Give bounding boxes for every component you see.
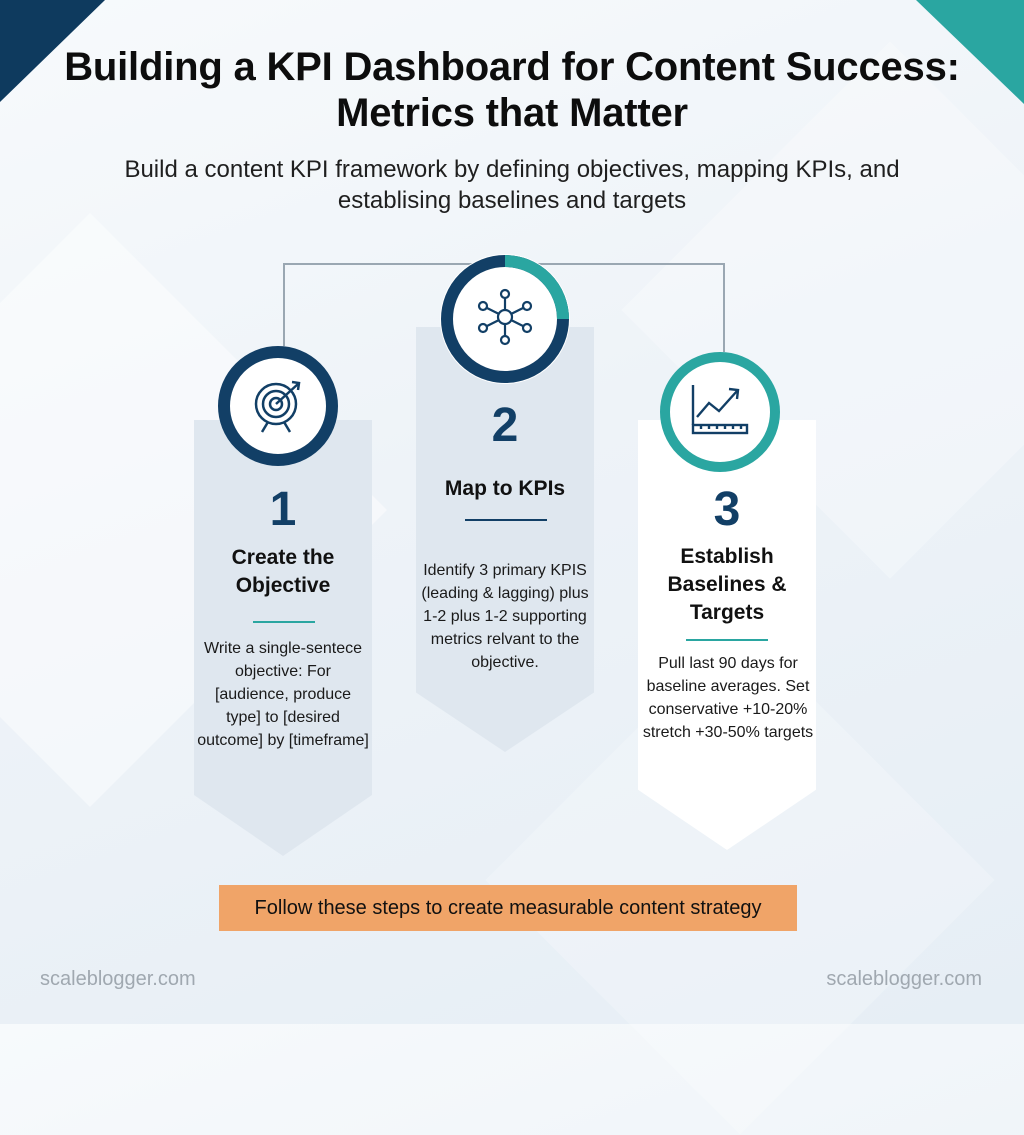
step-card-3 (638, 420, 816, 850)
step-1-badge (218, 346, 338, 466)
step-1-description: Write a single-sentece objective: For [a… (197, 640, 369, 749)
step-3-title: Establish Baselines & Targets (667, 545, 787, 624)
progress-ring (441, 255, 569, 383)
network-icon (475, 287, 535, 352)
step-1-title: Create the Objective (231, 546, 335, 597)
step-3-description: Pull last 90 days for baseline averages.… (642, 655, 814, 741)
footer-brand-right: scaleblogger.com (826, 968, 982, 990)
trend-chart-icon (689, 379, 751, 446)
step-3-divider (686, 639, 768, 641)
page-subtitle: Build a content KPI framework by definin… (124, 156, 900, 214)
step-2-divider (465, 519, 547, 521)
step-2-title: Map to KPIs (444, 477, 566, 500)
step-2-description: Identify 3 primary KPIS (leading & laggi… (421, 562, 589, 671)
step-1-number: 1 (269, 483, 297, 536)
step-card-1 (194, 420, 372, 856)
step-3-number: 3 (713, 483, 741, 536)
footer-brand-left: scaleblogger.com (40, 968, 196, 990)
page-title: Building a KPI Dashboard for Content Suc… (64, 45, 960, 135)
step-3-badge (660, 352, 780, 472)
corner-decoration-top-left (0, 0, 105, 102)
step-2-number: 2 (491, 399, 519, 452)
call-to-action-banner: Follow these steps to create measurable … (219, 885, 797, 931)
target-icon (246, 372, 310, 441)
step-2-badge (440, 254, 570, 384)
step-card-2 (416, 327, 594, 752)
corner-decoration-top-right (916, 0, 1024, 104)
step-1-divider (253, 621, 315, 623)
